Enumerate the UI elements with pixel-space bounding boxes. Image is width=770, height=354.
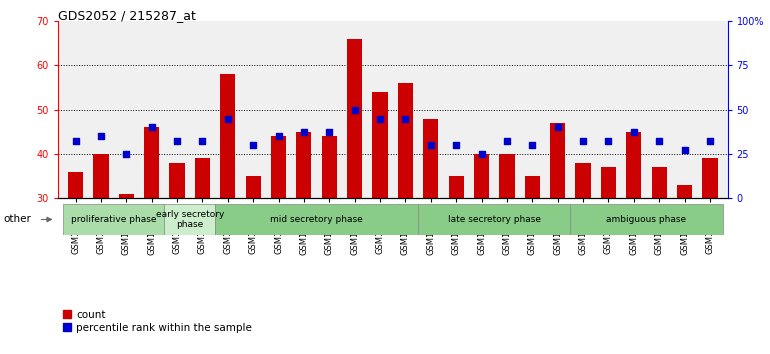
Bar — [195, 159, 210, 198]
Point — [120, 151, 132, 157]
Bar — [169, 163, 185, 198]
Point — [678, 147, 691, 152]
Text: late secretory phase: late secretory phase — [447, 215, 541, 224]
Bar — [164, 204, 215, 235]
Bar — [550, 123, 565, 198]
Point — [69, 138, 82, 144]
Point — [704, 138, 716, 144]
Bar — [571, 204, 722, 235]
Text: GDS2052 / 215287_at: GDS2052 / 215287_at — [58, 9, 196, 22]
Point — [628, 129, 640, 135]
Bar — [601, 167, 616, 198]
Point — [577, 138, 589, 144]
Bar — [63, 204, 164, 235]
Point — [273, 133, 285, 139]
Point — [298, 129, 310, 135]
Bar — [474, 154, 489, 198]
Bar — [68, 172, 83, 198]
Bar — [448, 176, 464, 198]
Text: early secretory
phase: early secretory phase — [156, 210, 224, 229]
Bar — [215, 204, 418, 235]
Bar — [220, 74, 236, 198]
Point — [653, 138, 665, 144]
Point — [602, 138, 614, 144]
Text: other: other — [4, 215, 32, 224]
Point — [551, 125, 564, 130]
Bar — [271, 136, 286, 198]
Bar — [347, 39, 362, 198]
Text: ambiguous phase: ambiguous phase — [607, 215, 687, 224]
Point — [247, 142, 259, 148]
Point — [424, 142, 437, 148]
Point — [500, 138, 513, 144]
Bar — [702, 159, 718, 198]
Point — [222, 116, 234, 121]
Point — [475, 151, 487, 157]
Bar — [93, 154, 109, 198]
Point — [526, 142, 538, 148]
Text: proliferative phase: proliferative phase — [71, 215, 156, 224]
Point — [171, 138, 183, 144]
Point — [196, 138, 209, 144]
Point — [95, 133, 107, 139]
Bar — [119, 194, 134, 198]
Bar — [418, 204, 571, 235]
Point — [349, 107, 361, 113]
Point — [399, 116, 411, 121]
Bar — [651, 167, 667, 198]
Legend: count, percentile rank within the sample: count, percentile rank within the sample — [63, 310, 253, 333]
Bar — [398, 83, 413, 198]
Bar — [424, 119, 438, 198]
Point — [450, 142, 462, 148]
Bar — [322, 136, 336, 198]
Bar — [373, 92, 387, 198]
Text: mid secretory phase: mid secretory phase — [270, 215, 363, 224]
Bar — [144, 127, 159, 198]
Point — [146, 125, 158, 130]
Bar — [246, 176, 261, 198]
Bar — [677, 185, 692, 198]
Bar — [626, 132, 641, 198]
Bar — [575, 163, 591, 198]
Bar — [524, 176, 540, 198]
Point — [323, 129, 336, 135]
Bar — [499, 154, 514, 198]
Point — [374, 116, 387, 121]
Bar — [296, 132, 312, 198]
